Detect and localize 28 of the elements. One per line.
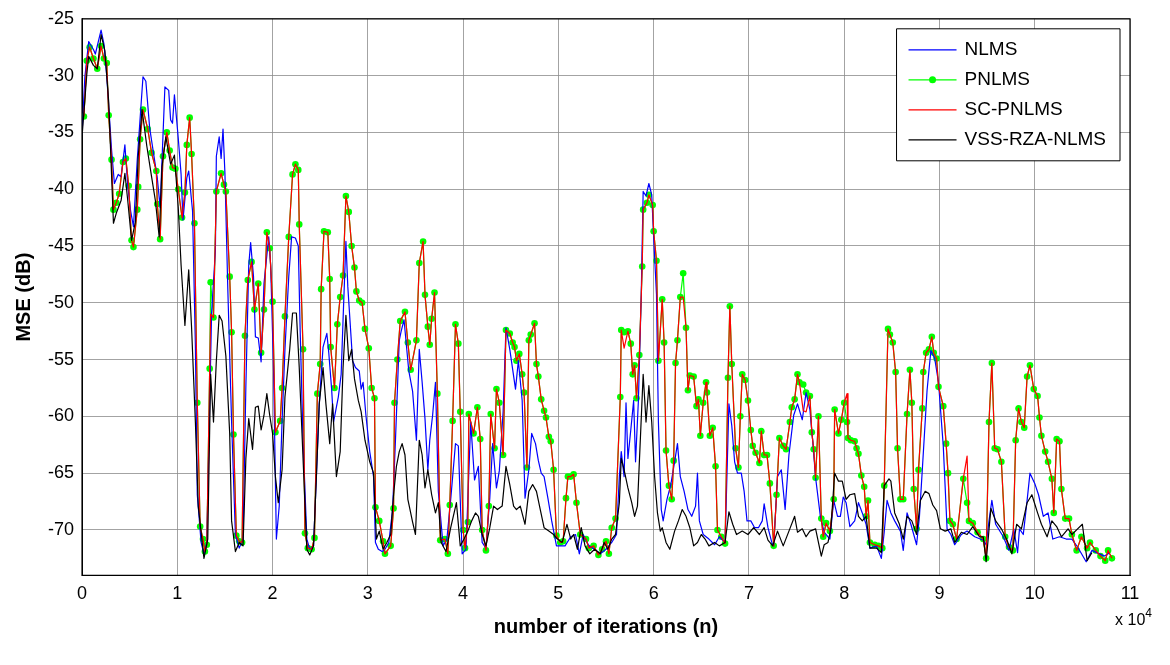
x-tick-label: 9: [934, 583, 945, 604]
x-tick-label: 6: [648, 583, 659, 604]
y-tick-label: -50: [48, 291, 75, 312]
y-tick-label: -65: [48, 462, 75, 483]
legend-label: VSS-RZA-NLMS: [964, 128, 1107, 150]
y-tick-label: -45: [48, 234, 75, 255]
legend-label: PNLMS: [964, 68, 1031, 90]
y-axis-title: MSE (dB): [11, 252, 34, 342]
x-tick-label: 11: [1120, 583, 1140, 604]
x-tick-label: 7: [743, 583, 754, 604]
legend-label: NLMS: [964, 38, 1018, 60]
x-tick-label: 8: [839, 583, 850, 604]
legend-label: SC-PNLMS: [964, 98, 1063, 120]
y-tick-label: -40: [48, 178, 75, 199]
y-tick-label: -60: [48, 405, 75, 426]
y-tick-label: -55: [48, 348, 75, 369]
x-axis-title: number of iterations (n): [493, 614, 719, 637]
y-tick-label: -25: [48, 7, 75, 28]
x-tick-label: 2: [267, 583, 278, 604]
y-tick-label: -35: [48, 121, 75, 142]
y-tick-label: -70: [48, 518, 75, 539]
x-tick-label: 0: [77, 583, 88, 604]
x-tick-label: 5: [553, 583, 564, 604]
x-tick-label: 1: [172, 583, 183, 604]
x-tick-label: 3: [362, 583, 373, 604]
y-tick-label: -30: [48, 64, 75, 85]
x-tick-label: 10: [1024, 583, 1045, 604]
x-tick-label: 4: [458, 583, 469, 604]
